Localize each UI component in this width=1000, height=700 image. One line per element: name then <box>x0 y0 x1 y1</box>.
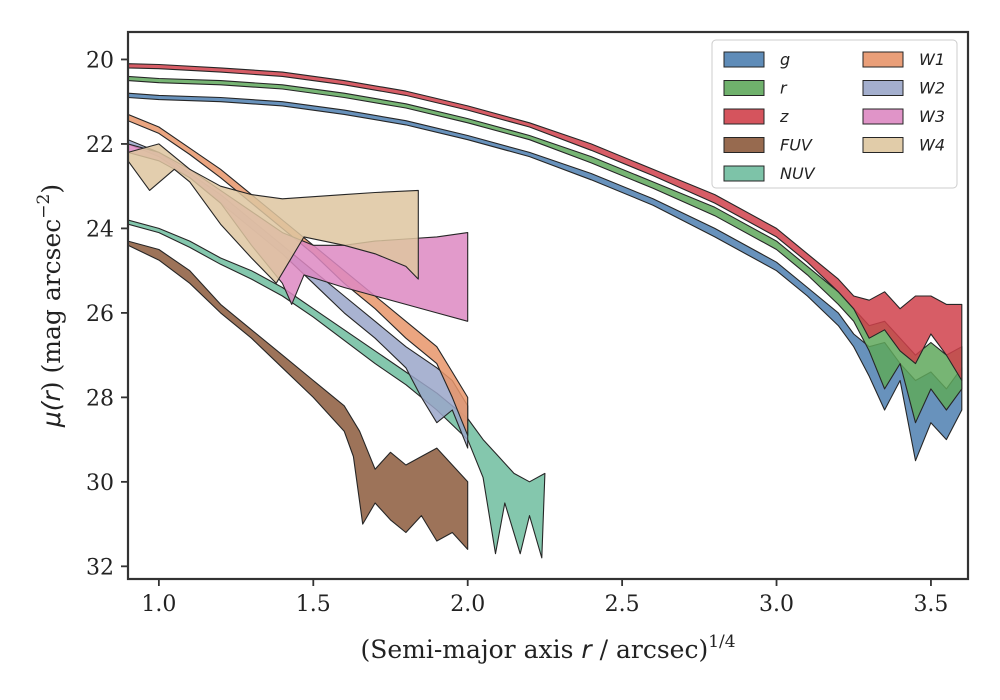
x-tick-label: 3.5 <box>913 592 948 617</box>
y-label-var: r <box>37 389 66 401</box>
y-tick-label: 20 <box>86 48 114 73</box>
x-tick-label: 1.0 <box>141 592 176 617</box>
y-tick-label: 30 <box>86 471 114 496</box>
series-band-z <box>128 63 963 382</box>
legend: grz FUV NUV W1 W2 W3 W4 <box>711 39 958 189</box>
series-band-w4 <box>128 143 419 284</box>
y-label-mid: ) (mag arcsec <box>37 219 66 392</box>
plot-frame <box>126 30 970 581</box>
y-label-mu: μ( <box>37 400 66 428</box>
x-label-prefix: (Semi-major axis <box>360 635 581 664</box>
legend-label-w3: W3 <box>919 107 945 126</box>
x-tick-label: 2.0 <box>450 592 485 617</box>
legend-label-fuv: FUV <box>780 136 813 155</box>
series-band-r <box>128 75 963 424</box>
legend-swatch-fuv <box>723 137 765 153</box>
series-layer <box>128 63 963 559</box>
y-tick-label: 28 <box>86 386 114 411</box>
legend-label-r: r <box>780 79 788 98</box>
y-axis-label: μ(r) (mag arcsec−2) <box>34 184 66 428</box>
legend-label-nuv: NUV <box>780 164 816 183</box>
legend-swatch-w1 <box>862 51 904 68</box>
legend-swatch-w3 <box>862 108 904 125</box>
x-tick-label: 3.0 <box>759 592 794 617</box>
x-label-exponent: 1/4 <box>708 632 735 652</box>
legend-swatch-w2 <box>862 80 904 96</box>
y-label-exponent: −2 <box>34 194 54 219</box>
x-label-suffix: / arcsec) <box>592 635 709 664</box>
axis-ticks: 1.0 1.5 2.0 2.5 3.0 3.5 20 22 24 26 28 30 32 <box>86 48 948 617</box>
x-tick-label: 1.5 <box>296 592 331 617</box>
legend-label-w4: W4 <box>919 136 945 155</box>
y-tick-label: 22 <box>86 133 114 158</box>
x-label-var: r <box>581 635 593 664</box>
legend-swatch-r <box>723 80 765 96</box>
series-band-nuv <box>128 219 546 559</box>
y-tick-label: 32 <box>86 555 114 580</box>
y-tick-label: 26 <box>86 302 114 327</box>
y-label-end: ) <box>37 184 66 194</box>
series-band-g <box>128 92 963 462</box>
series-band-fuv <box>128 240 469 550</box>
x-axis-label: (Semi-major axis r / arcsec)1/4 <box>360 632 735 664</box>
legend-swatch-z <box>723 108 765 125</box>
legend-label-z: z <box>779 107 789 126</box>
x-tick-label: 2.5 <box>605 592 640 617</box>
legend-swatch-w4 <box>862 137 904 153</box>
y-tick-label: 24 <box>86 217 114 242</box>
legend-swatch-g <box>723 51 765 68</box>
legend-swatch-nuv <box>723 165 765 182</box>
legend-label-w2: W2 <box>919 79 945 98</box>
legend-label-w1: W1 <box>919 50 945 69</box>
legend-label-g: g <box>780 50 790 69</box>
